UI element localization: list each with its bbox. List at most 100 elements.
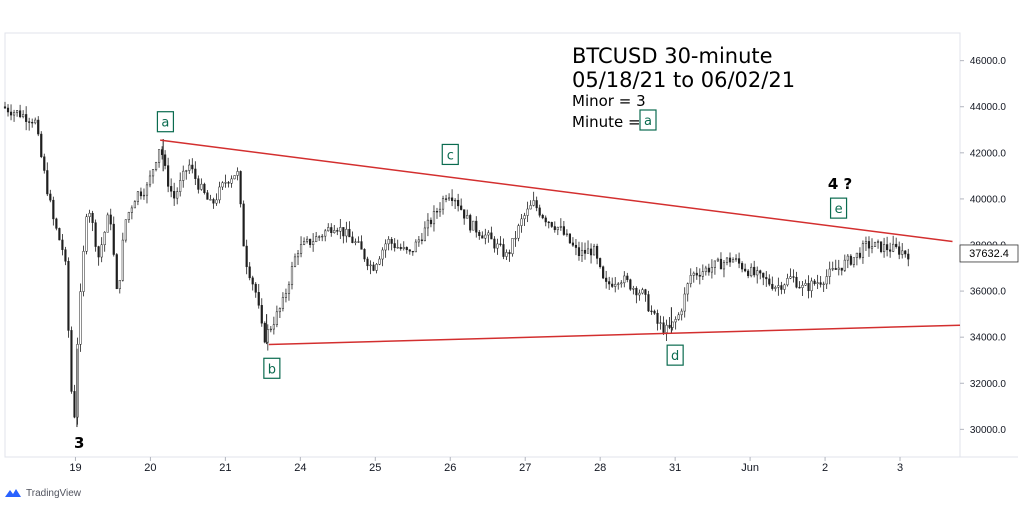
candle-body [296, 253, 300, 258]
trendline-lower [268, 324, 961, 346]
candle-body [602, 266, 605, 279]
tradingview-icon [5, 489, 21, 497]
candle-body [103, 231, 106, 246]
candle-body [831, 268, 834, 270]
candle-body [653, 310, 656, 314]
candle-body [475, 220, 478, 233]
candle-body [780, 285, 783, 290]
candle-body [435, 211, 439, 213]
wave-label-c: c [447, 148, 454, 163]
candle-body [233, 175, 236, 180]
candle-body [378, 258, 381, 265]
candle-body [571, 242, 575, 246]
y-tick-label: 34000.0 [970, 333, 1007, 344]
x-tick-label: 27 [519, 462, 531, 474]
candle-body [731, 259, 735, 263]
candle-body [100, 244, 103, 258]
candle-body [315, 236, 318, 242]
candle-body [662, 322, 665, 333]
candle-body [115, 254, 118, 290]
candle-body [523, 215, 526, 220]
candle-body [221, 182, 224, 188]
candle-body [411, 250, 414, 253]
candle-body [487, 232, 490, 236]
candle-body [272, 324, 275, 330]
candle-body [704, 267, 707, 272]
candle-body [463, 209, 466, 219]
candle-body [360, 241, 363, 250]
candle-body [747, 270, 750, 277]
candle-body [469, 215, 472, 231]
candle-body [188, 164, 191, 171]
wave-box-e [829, 197, 848, 219]
candle-body [499, 243, 502, 245]
candle-body [224, 182, 227, 184]
candle-body [837, 267, 840, 270]
candle-body [333, 230, 336, 233]
candle-body [414, 241, 417, 253]
candle-body [526, 208, 529, 216]
candle-body [127, 212, 130, 221]
wave-label-d: d [671, 349, 679, 364]
candle-body [574, 244, 578, 248]
candle-body [466, 215, 469, 219]
candle-body [157, 149, 161, 163]
candle-body [541, 215, 544, 219]
candle-body [635, 288, 638, 296]
trendlines [160, 139, 961, 346]
candle-body [145, 184, 149, 196]
candle-body [375, 263, 378, 271]
candle-body [846, 255, 849, 261]
candle-body [28, 121, 31, 123]
candle-body [19, 110, 22, 118]
candle-body [218, 186, 221, 201]
candle-body [695, 272, 698, 276]
candle-body [260, 305, 263, 324]
candle-body [819, 282, 822, 285]
candle-body [559, 226, 562, 228]
x-tick-label: Jun [741, 462, 759, 474]
candle-body [176, 191, 179, 199]
candle-body [792, 276, 795, 278]
candle-body [396, 247, 399, 249]
candle-body [287, 284, 291, 294]
candle-body [620, 282, 623, 285]
candle-body [583, 249, 587, 254]
candle-body [861, 243, 865, 258]
candle-body [454, 199, 457, 202]
candle-body [248, 266, 251, 279]
candle-body [293, 256, 297, 267]
candle-body [167, 165, 170, 187]
candle-body [6, 107, 10, 113]
minute-wave-box [639, 109, 657, 131]
candle-body [25, 114, 28, 122]
candle-body [417, 239, 420, 243]
candle-body [611, 283, 614, 287]
candle-body [674, 319, 677, 323]
y-tick-label: 44000.0 [970, 102, 1007, 113]
candle-body [357, 241, 360, 243]
candle-body [299, 244, 303, 254]
candle-body [892, 243, 895, 252]
candle-body [568, 233, 571, 244]
candle-body [366, 258, 369, 267]
candle-body [804, 283, 807, 286]
candle-body [544, 217, 547, 223]
candle-body [88, 212, 91, 217]
candle-body [852, 257, 855, 265]
candle-body [626, 275, 629, 280]
candle-body [550, 222, 553, 227]
candle-body [577, 247, 581, 256]
candle-body [641, 289, 644, 294]
tradingview-logo[interactable]: TradingView [4, 487, 81, 499]
candle-body [867, 241, 871, 249]
candle-body [227, 182, 230, 184]
candle-body [759, 270, 762, 274]
candle-body [771, 283, 774, 289]
candle-body [206, 192, 209, 200]
candle-body [683, 293, 686, 312]
candle-body [16, 110, 19, 113]
candle-body [438, 208, 442, 213]
x-tick-label: 26 [444, 462, 456, 474]
x-tick-label: 3 [897, 462, 903, 474]
